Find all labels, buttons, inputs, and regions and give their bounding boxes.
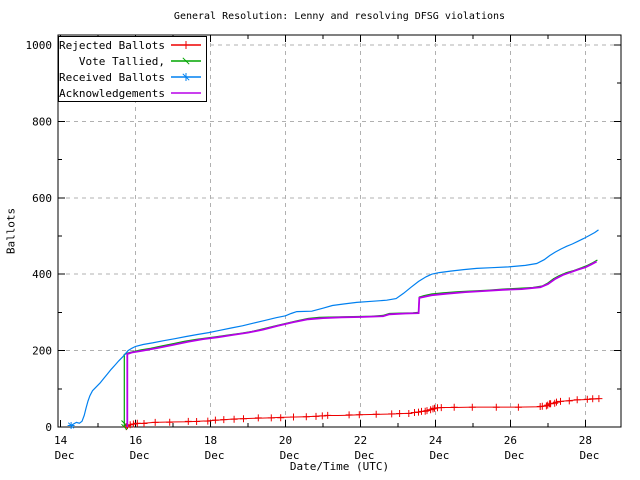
svg-text:800: 800 — [32, 115, 52, 128]
legend-label-acknowledgements: Acknowledgements — [59, 86, 165, 100]
svg-text:20: 20 — [279, 434, 292, 447]
svg-text:14: 14 — [54, 434, 68, 447]
svg-text:24: 24 — [429, 434, 443, 447]
legend-line-sample-plus-icon — [171, 41, 201, 49]
svg-text:Dec: Dec — [280, 449, 300, 462]
svg-text:22: 22 — [354, 434, 367, 447]
legend-item-vote-tallied: Vote Tallied, — [59, 53, 206, 69]
legend-line-sample-asterisk-icon — [171, 73, 201, 81]
legend-item-rejected-ballots: Rejected Ballots — [59, 37, 206, 53]
svg-text:28: 28 — [579, 434, 592, 447]
svg-text:600: 600 — [32, 192, 52, 205]
svg-text:1000: 1000 — [26, 39, 53, 52]
legend-line-sample-plain-icon — [171, 92, 201, 94]
legend-item-acknowledgements: Acknowledgements — [59, 85, 206, 101]
legend: Rejected Ballots Vote Tallied, Received … — [58, 36, 207, 102]
svg-text:0: 0 — [45, 421, 52, 434]
svg-text:18: 18 — [204, 434, 217, 447]
svg-text:Dec: Dec — [430, 449, 450, 462]
legend-line-sample-cross-icon — [171, 57, 201, 65]
svg-text:16: 16 — [129, 434, 142, 447]
svg-text:Dec: Dec — [579, 449, 599, 462]
svg-text:26: 26 — [504, 434, 517, 447]
svg-text:400: 400 — [32, 268, 52, 281]
x-axis-label: Date/Time (UTC) — [289, 460, 390, 473]
legend-label-received-ballots: Received Ballots — [59, 70, 165, 84]
legend-label-rejected-ballots: Rejected Ballots — [59, 38, 165, 52]
svg-text:Dec: Dec — [205, 449, 225, 462]
legend-item-received-ballots: Received Ballots — [59, 69, 206, 85]
svg-text:Dec: Dec — [55, 449, 75, 462]
chart-title: General Resolution: Lenny and resolving … — [173, 11, 506, 22]
svg-text:200: 200 — [32, 345, 52, 358]
legend-label-vote-tallied: Vote Tallied, — [78, 54, 165, 68]
svg-text:Dec: Dec — [504, 449, 524, 462]
svg-text:Dec: Dec — [355, 449, 375, 462]
svg-text:Dec: Dec — [130, 449, 150, 462]
